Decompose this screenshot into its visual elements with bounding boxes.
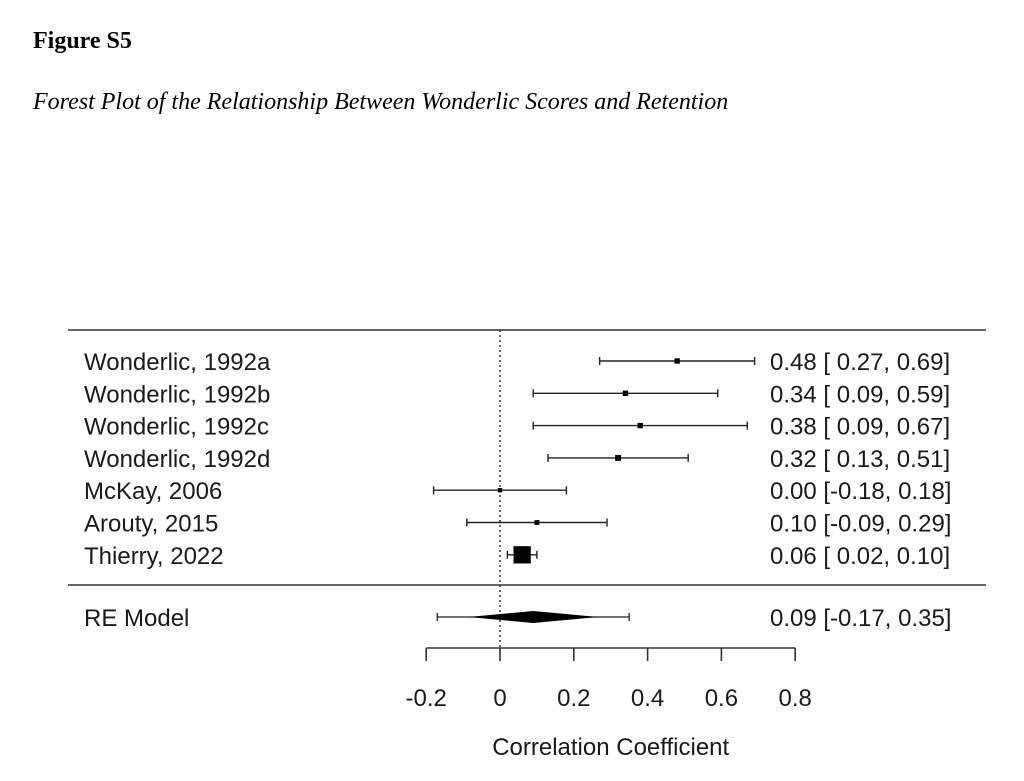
x-axis-label: Correlation Coefficient — [492, 734, 729, 761]
figure-label: Figure S5 — [33, 28, 132, 54]
study-estimate-text: 0.10 [-0.09, 0.29] — [770, 511, 951, 538]
point-estimate — [615, 454, 622, 461]
summary-estimate-text: 0.09 [-0.17, 0.35] — [770, 605, 951, 632]
study-estimate-text: 0.06 [ 0.02, 0.10] — [770, 543, 950, 570]
point-estimate — [637, 422, 643, 429]
x-tick-label: 0.2 — [557, 685, 590, 712]
point-estimate — [622, 390, 629, 396]
study-label: Wonderlic, 1992b — [84, 381, 270, 408]
study-label: Wonderlic, 1992c — [84, 414, 269, 441]
point-estimate — [674, 358, 680, 364]
text-layer: -0.2 0 0.2 0.4 0.6 0.8 Correlation Coefficient… — [84, 349, 951, 761]
point-estimate — [497, 488, 503, 493]
marks-layer — [432, 357, 756, 623]
x-tick-label: -0.2 — [406, 685, 447, 712]
study-estimate-text: 0.00 [-0.18, 0.18] — [770, 478, 951, 505]
x-tick-label: 0.6 — [705, 685, 738, 712]
study-estimate-text: 0.34 [ 0.09, 0.59] — [770, 381, 950, 408]
study-estimate-text: 0.38 [ 0.09, 0.67] — [770, 414, 950, 441]
axes-layer — [68, 329, 986, 661]
x-tick-label: 0.8 — [779, 685, 812, 712]
study-label: Arouty, 2015 — [84, 511, 218, 538]
x-tick-label: 0 — [493, 685, 506, 712]
study-label: Wonderlic, 1992a — [84, 349, 271, 376]
study-label: Wonderlic, 1992d — [84, 446, 270, 473]
summary-label: RE Model — [84, 605, 189, 632]
point-estimate — [513, 546, 531, 564]
study-label: McKay, 2006 — [84, 478, 222, 505]
study-estimate-text: 0.32 [ 0.13, 0.51] — [770, 446, 950, 473]
summary-diamond — [468, 611, 598, 623]
point-estimate — [534, 520, 540, 525]
study-label: Thierry, 2022 — [84, 543, 224, 570]
study-estimate-text: 0.48 [ 0.27, 0.69] — [770, 349, 950, 376]
figure-caption: Forest Plot of the Relationship Between … — [33, 89, 729, 115]
x-tick-label: 0.4 — [631, 685, 664, 712]
